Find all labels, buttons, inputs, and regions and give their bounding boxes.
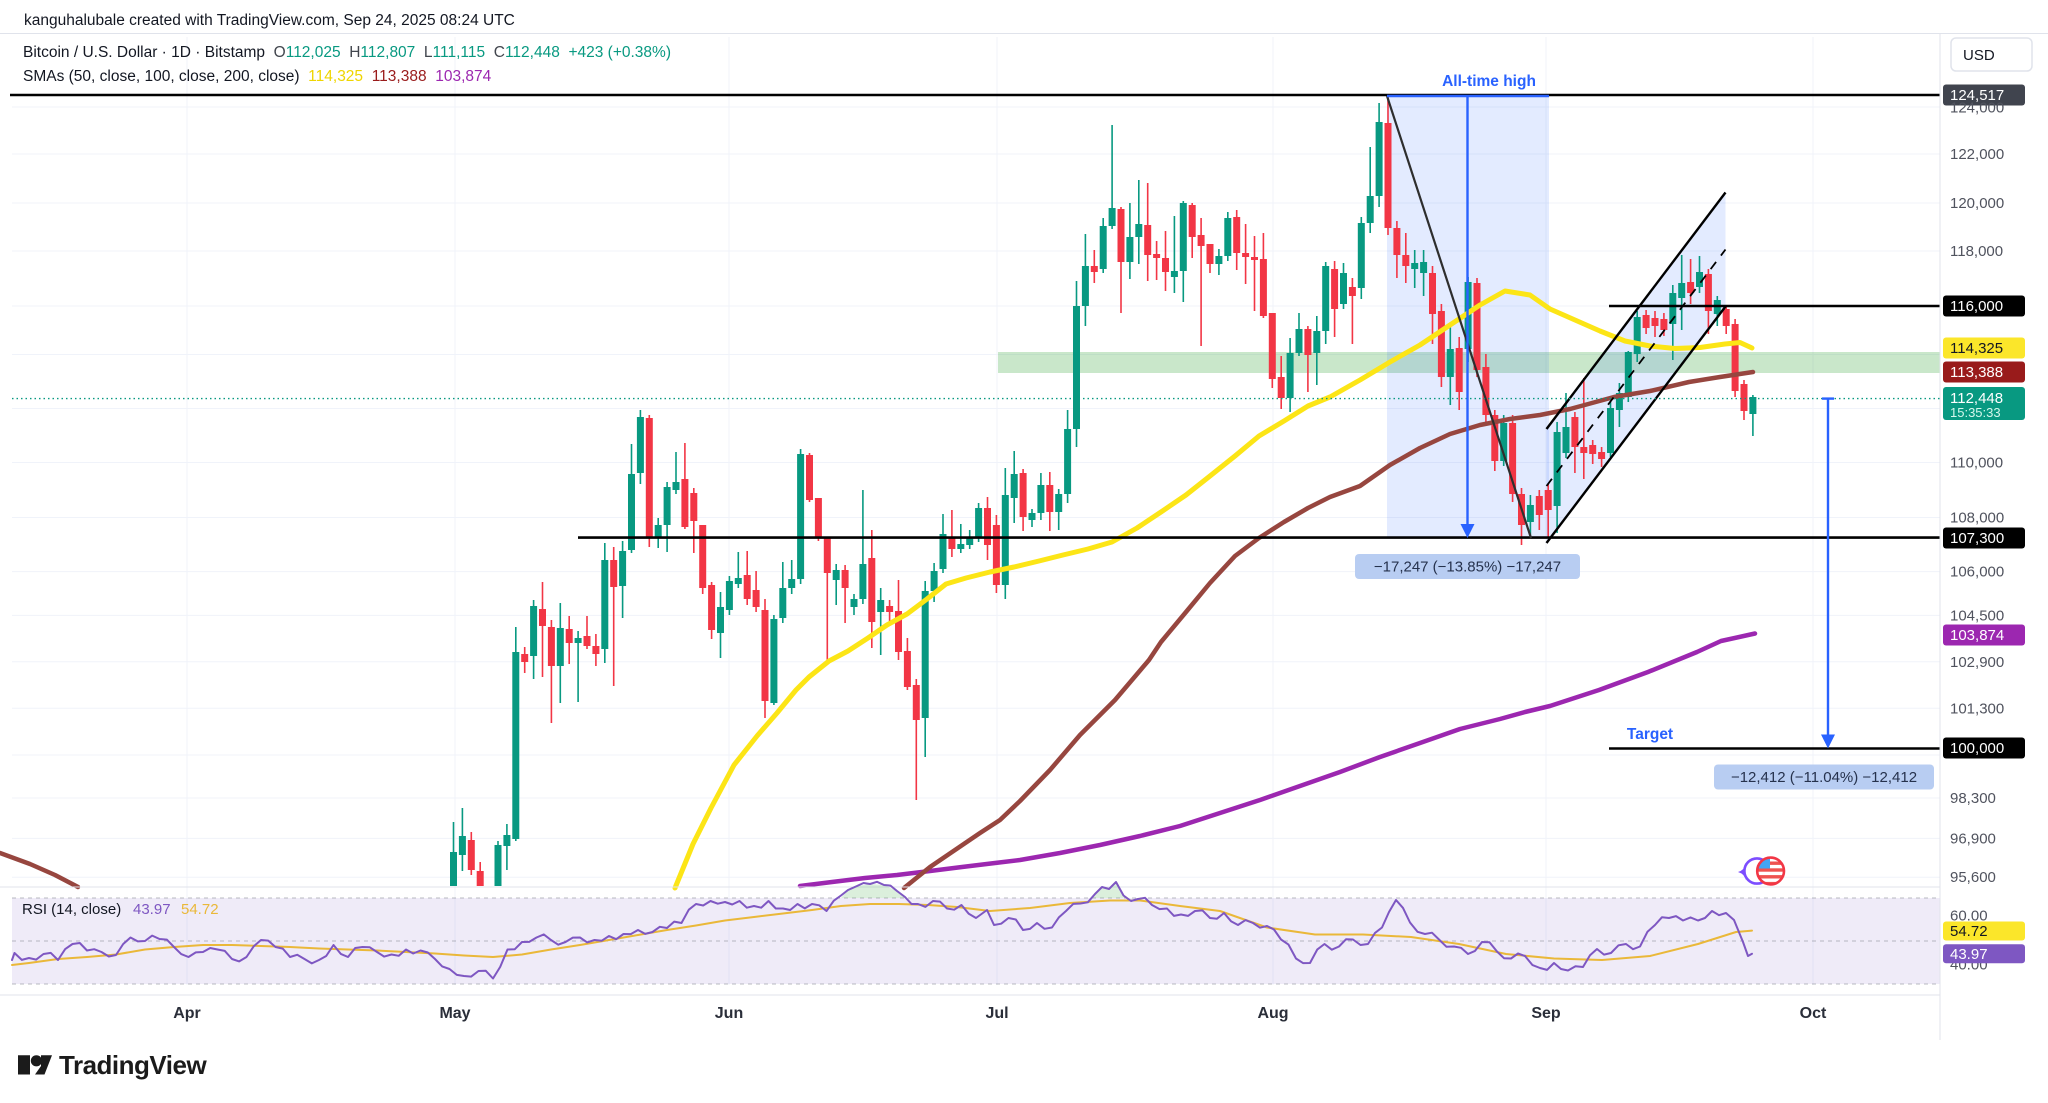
svg-text:Target: Target — [1627, 726, 1673, 743]
svg-text:95,600: 95,600 — [1950, 869, 1996, 886]
svg-text:60.00: 60.00 — [1950, 908, 1988, 925]
svg-text:Sep: Sep — [1531, 1005, 1561, 1022]
svg-text:TradingView: TradingView — [59, 1050, 207, 1080]
svg-text:102,900: 102,900 — [1950, 654, 2004, 671]
svg-text:Jul: Jul — [985, 1005, 1008, 1022]
svg-text:106,000: 106,000 — [1950, 564, 2004, 581]
svg-text:104,500: 104,500 — [1950, 607, 2004, 624]
svg-text:Jun: Jun — [715, 1005, 743, 1022]
svg-text:54.72: 54.72 — [181, 901, 219, 918]
svg-text:107,300: 107,300 — [1950, 530, 2004, 547]
svg-text:114,325: 114,325 — [1950, 340, 2003, 357]
svg-text:118,000: 118,000 — [1950, 243, 2003, 260]
svg-text:108,000: 108,000 — [1950, 510, 2004, 527]
svg-text:USD: USD — [1963, 47, 1995, 64]
svg-text:112,448: 112,448 — [1950, 390, 2003, 407]
svg-text:−17,247 (−13.85%) −17,247: −17,247 (−13.85%) −17,247 — [1374, 559, 1561, 576]
svg-text:kanguhalubale created with Tra: kanguhalubale created with TradingView.c… — [24, 12, 515, 29]
svg-text:98,300: 98,300 — [1950, 790, 1996, 807]
svg-text:15:35:33: 15:35:33 — [1950, 405, 2001, 420]
svg-text:124,000: 124,000 — [1950, 100, 2004, 117]
svg-text:May: May — [439, 1005, 470, 1022]
svg-text:43.97: 43.97 — [133, 901, 171, 918]
svg-text:100,000: 100,000 — [1950, 740, 2004, 757]
svg-text:124,517: 124,517 — [1950, 87, 2004, 104]
svg-text:Apr: Apr — [173, 1005, 201, 1022]
svg-text:120,000: 120,000 — [1950, 195, 2004, 212]
svg-text:Aug: Aug — [1257, 1005, 1288, 1022]
svg-text:Bitcoin / U.S. Dollar · 1D · B: Bitcoin / U.S. Dollar · 1D · Bitstamp O1… — [23, 44, 671, 61]
svg-text:SMAs (50, close, 100, close, 2: SMAs (50, close, 100, close, 200, close)… — [23, 68, 492, 85]
svg-text:54.72: 54.72 — [1950, 923, 1988, 940]
svg-text:All-time high: All-time high — [1442, 73, 1536, 90]
svg-text:101,300: 101,300 — [1950, 700, 2004, 717]
svg-text:Oct: Oct — [1800, 1005, 1827, 1022]
svg-text:122,000: 122,000 — [1950, 146, 2004, 163]
svg-text:96,900: 96,900 — [1950, 830, 1996, 847]
svg-text:RSI (14, close): RSI (14, close) — [22, 901, 121, 918]
svg-text:110,000: 110,000 — [1950, 455, 2003, 472]
svg-text:103,874: 103,874 — [1950, 627, 2004, 644]
svg-text:116,000: 116,000 — [1950, 298, 2003, 315]
svg-text:113,388: 113,388 — [1950, 364, 2003, 381]
svg-text:43.97: 43.97 — [1950, 946, 1988, 963]
svg-text:−12,412 (−11.04%) −12,412: −12,412 (−11.04%) −12,412 — [1731, 769, 1917, 786]
